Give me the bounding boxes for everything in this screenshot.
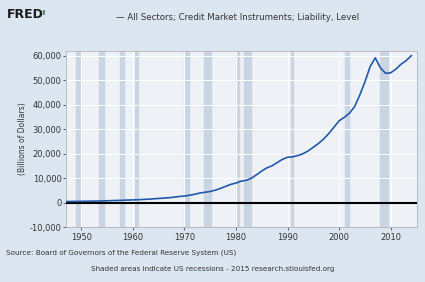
Y-axis label: (Billions of Dollars): (Billions of Dollars) [18,103,27,175]
Text: Source: Board of Governors of the Federal Reserve System (US): Source: Board of Governors of the Federa… [6,250,237,256]
Bar [99,51,104,227]
Bar [236,51,238,227]
Text: FRED: FRED [6,8,43,21]
Text: Shaded areas indicate US recessions - 2015 research.stlouisfed.org: Shaded areas indicate US recessions - 20… [91,266,334,272]
Bar [204,51,211,227]
Bar [120,51,124,227]
Bar [76,51,81,227]
Bar [291,51,293,227]
Bar [345,51,348,227]
Bar [244,51,251,227]
Bar [380,51,388,227]
Bar [184,51,189,227]
Text: ⬆: ⬆ [40,10,46,16]
Text: — All Sectors; Credit Market Instruments; Liability, Level: — All Sectors; Credit Market Instruments… [116,13,360,22]
Bar [135,51,139,227]
